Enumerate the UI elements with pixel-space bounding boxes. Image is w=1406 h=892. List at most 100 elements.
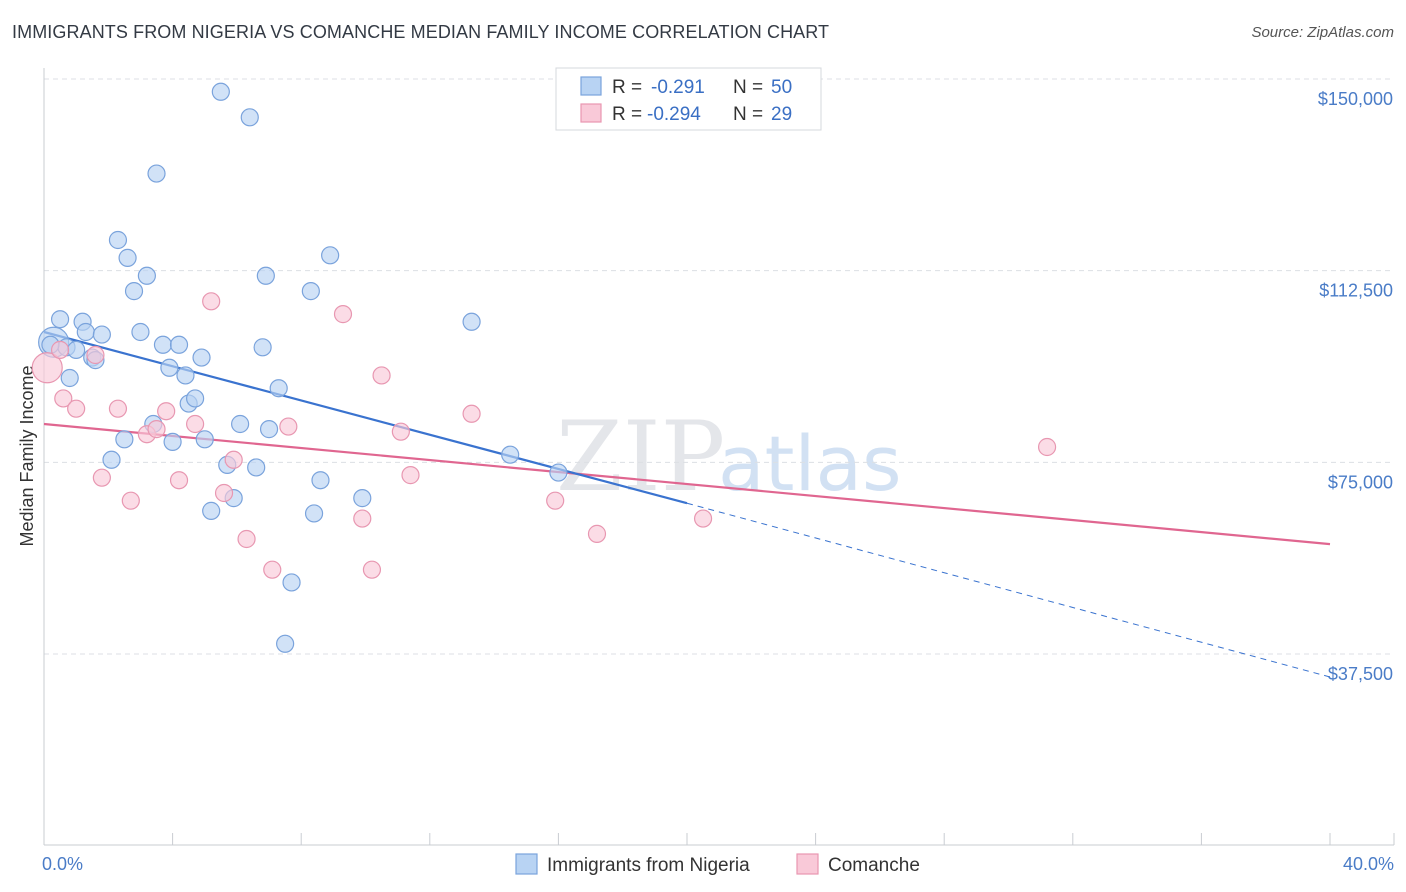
nigeria-point-1 <box>50 310 70 329</box>
nigeria-point-47 <box>549 463 568 482</box>
watermark-zip: ZIP <box>556 401 725 513</box>
comanche-point-21 <box>362 560 382 579</box>
nigeria-point-12 <box>118 248 137 267</box>
source-label: Source: ZipAtlas.com <box>1251 24 1394 41</box>
nigeria-point-46 <box>501 445 520 464</box>
nigeria-point-45 <box>462 312 481 331</box>
legend-swatch-pink <box>580 103 602 123</box>
legend-r-label-pink: R = <box>612 104 642 125</box>
comanche-point-7 <box>121 491 140 510</box>
comanche-point-17 <box>263 560 282 579</box>
x-ticks <box>43 833 1395 845</box>
nigeria-point-18 <box>153 335 173 354</box>
comanche-point-9 <box>147 420 166 439</box>
nigeria-point-21 <box>169 335 189 354</box>
comanche-point-2 <box>54 389 73 408</box>
nigeria-point-26 <box>195 430 214 449</box>
trend-line-nigeria <box>43 330 688 505</box>
trend-lines <box>43 330 1331 678</box>
bottom-legend-swatch-blue <box>515 853 538 875</box>
comanche-point-23 <box>391 422 410 441</box>
y-tick-label-0: $37,500 <box>1328 664 1393 684</box>
comanche-point-15 <box>224 450 243 469</box>
nigeria-point-37 <box>269 379 288 398</box>
comanche-point-13 <box>202 292 221 311</box>
legend-n-value-blue: 50 <box>771 77 792 98</box>
comanche-point-14 <box>214 483 234 503</box>
comanche-point-16 <box>237 529 256 549</box>
series-legend: Immigrants from Nigeria Comanche <box>515 853 920 876</box>
comanche-point-26 <box>546 491 565 510</box>
comanche-point-11 <box>169 471 189 490</box>
chart-title: IMMIGRANTS FROM NIGERIA VS COMANCHE MEDI… <box>12 22 830 42</box>
comanche-point-12 <box>186 414 205 434</box>
y-tick-labels: $37,500 $75,000 $112,500 $150,000 <box>1318 89 1393 684</box>
nigeria-point-5 <box>76 322 95 342</box>
comanche-point-28 <box>693 509 713 528</box>
nigeria-point-22 <box>176 366 195 385</box>
nigeria-point-19 <box>160 358 179 377</box>
legend-n-label-blue: N = <box>733 77 763 98</box>
gridlines <box>44 78 1394 655</box>
x-tick-label-max: 40.0% <box>1343 854 1394 874</box>
comanche-point-29 <box>1037 437 1057 457</box>
comanche-point-1 <box>50 340 70 359</box>
nigeria-point-34 <box>253 338 272 357</box>
legend-r-value-pink: -0.294 <box>647 104 701 125</box>
comanche-point-3 <box>67 399 86 418</box>
nigeria-point-27 <box>202 501 221 520</box>
axes <box>43 68 1394 846</box>
nigeria-point-24 <box>186 389 205 408</box>
nigeria-point-41 <box>304 504 324 523</box>
nigeria-point-13 <box>124 282 144 301</box>
nigeria-point-3 <box>60 368 79 388</box>
nigeria-point-43 <box>321 246 340 265</box>
legend-n-label-pink: N = <box>733 104 763 125</box>
comanche-point-4 <box>86 345 105 365</box>
y-tick-label-3: $150,000 <box>1318 89 1393 109</box>
nigeria-point-25 <box>192 348 211 367</box>
comanche-point-24 <box>401 466 420 485</box>
nigeria-point-10 <box>108 230 128 250</box>
trend-line-nigeria-extrapolated <box>686 502 1331 678</box>
nigeria-point-32 <box>240 108 259 127</box>
x-tick-label-min: 0.0% <box>42 854 83 874</box>
nigeria-point-44 <box>353 489 372 508</box>
comanche-point-5 <box>92 468 111 487</box>
nigeria-point-20 <box>163 432 182 451</box>
series-nigeria-points <box>38 82 568 653</box>
nigeria-point-8 <box>92 325 111 344</box>
nigeria-point-11 <box>115 430 134 449</box>
y-tick-label-2: $112,500 <box>1319 281 1393 301</box>
nigeria-point-40 <box>301 282 320 301</box>
nigeria-point-36 <box>259 420 279 439</box>
nigeria-point-9 <box>102 450 121 469</box>
y-tick-label-1: $75,000 <box>1328 472 1393 492</box>
comanche-point-27 <box>587 524 607 543</box>
nigeria-point-38 <box>276 634 295 653</box>
comanche-point-18 <box>279 417 298 436</box>
nigeria-point-28 <box>211 82 230 101</box>
bottom-legend-label-blue: Immigrants from Nigeria <box>547 855 750 876</box>
legend-r-label-blue: R = <box>612 77 642 98</box>
nigeria-point-49 <box>67 340 86 359</box>
nigeria-point-39 <box>282 573 301 592</box>
bottom-legend-label-pink: Comanche <box>828 855 920 876</box>
series-comanche-points <box>31 292 1057 579</box>
comanche-point-10 <box>157 402 176 421</box>
trend-line-comanche <box>43 422 1331 546</box>
nigeria-point-42 <box>311 471 330 490</box>
legend-swatch-blue <box>580 76 602 96</box>
watermark-atlas: atlas <box>718 419 902 508</box>
comanche-point-0 <box>31 352 63 384</box>
comanche-point-6 <box>108 399 128 418</box>
y-axis-label: Median Family Income <box>17 365 37 546</box>
legend-r-value-blue: -0.291 <box>651 77 705 98</box>
comanche-point-19 <box>333 305 353 324</box>
nigeria-point-17 <box>147 164 166 183</box>
nigeria-point-14 <box>131 322 150 342</box>
nigeria-point-35 <box>256 266 275 285</box>
comanche-point-22 <box>372 366 391 385</box>
comanche-point-20 <box>353 509 372 528</box>
